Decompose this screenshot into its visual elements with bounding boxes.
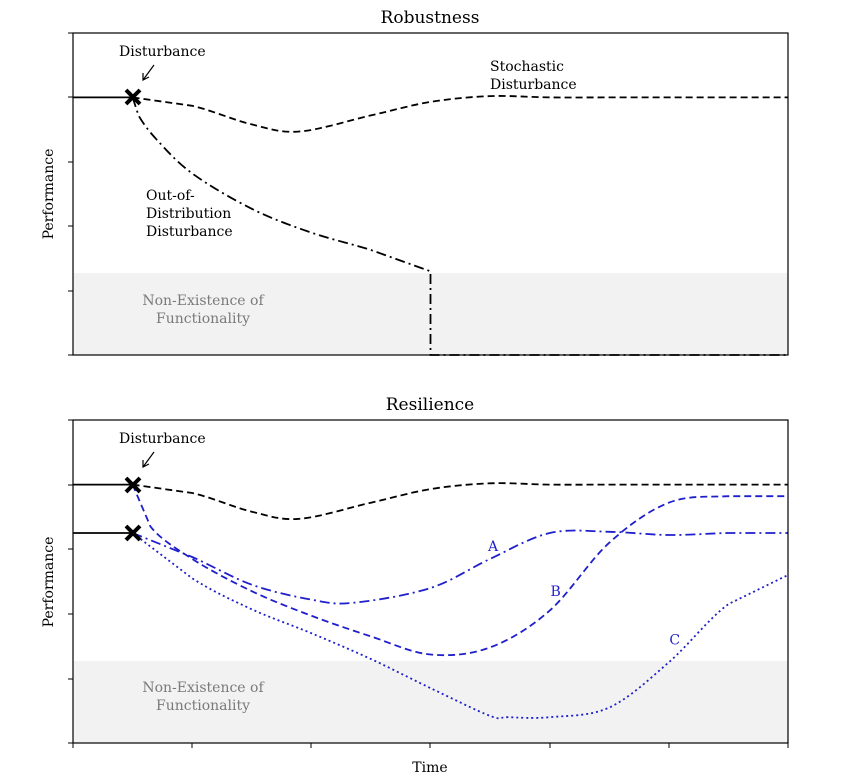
series-b <box>131 484 788 657</box>
stochastic-series <box>132 482 788 521</box>
stochastic-series <box>132 95 788 133</box>
region-label-line-2: Functionality <box>156 698 250 714</box>
plot-frame <box>72 419 789 744</box>
robustness-ylabel: Performance <box>41 149 57 240</box>
y-tick-marks <box>68 419 73 744</box>
ood-label-line-2: Distribution <box>146 206 231 222</box>
robustness-panel: Robustness Performance Non-Existence of … <box>41 8 789 356</box>
robustness-title: Robustness <box>381 8 480 28</box>
series-c <box>132 532 789 720</box>
ood-label-line-3: Disturbance <box>146 224 233 240</box>
y-tick-marks <box>68 32 73 356</box>
disturbance-arrow <box>142 451 155 468</box>
stochastic-label-line-1: Stochastic <box>490 59 564 75</box>
non-existence-region <box>73 661 788 743</box>
disturbance-arrow <box>142 64 155 81</box>
series-c-label: C <box>669 633 680 649</box>
series-b-label: B <box>550 584 560 600</box>
resilience-panel: Resilience Performance Time Non-Existenc… <box>41 395 789 776</box>
disturbance-marker <box>124 476 142 494</box>
series-a <box>132 529 788 605</box>
region-label-line-1: Non-Existence of <box>142 293 265 309</box>
stochastic-label-line-2: Disturbance <box>490 77 577 93</box>
disturbance-label: Disturbance <box>119 431 206 447</box>
disturbance-label: Disturbance <box>119 44 206 60</box>
region-label-line-1: Non-Existence of <box>142 680 265 696</box>
plot-frame <box>72 32 789 356</box>
resilience-title: Resilience <box>386 395 475 415</box>
region-label-line-2: Functionality <box>156 311 250 327</box>
ood-label-line-1: Out-of- <box>146 188 195 204</box>
disturbance-marker <box>124 88 142 106</box>
series-a-label: A <box>487 539 499 555</box>
x-tick-marks <box>72 743 789 748</box>
resilience-ylabel: Performance <box>41 537 57 628</box>
resilience-xlabel: Time <box>412 760 447 776</box>
disturbance-marker-2 <box>124 524 142 542</box>
